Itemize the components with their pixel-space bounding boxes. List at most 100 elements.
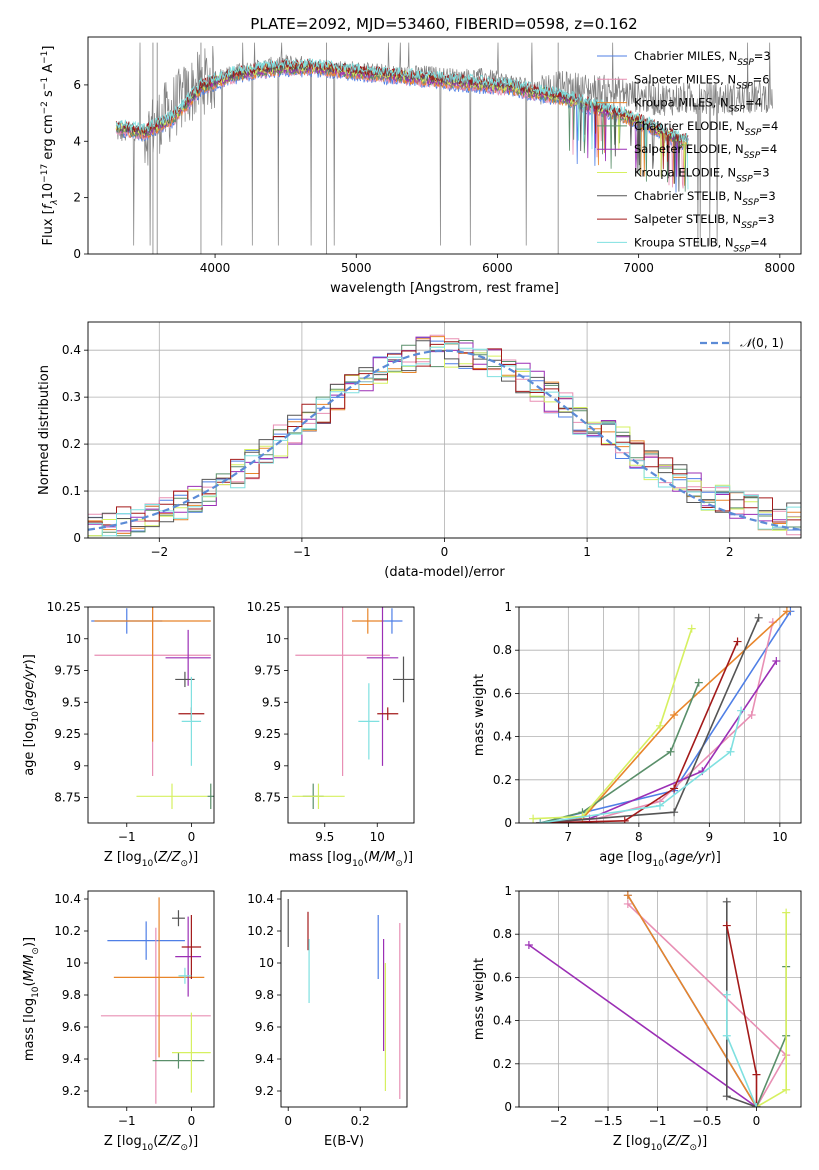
data-point bbox=[670, 808, 679, 817]
error-bar-point bbox=[107, 921, 185, 960]
ticks: 4000 5000 6000 7000 8000 0 2 4 6 bbox=[73, 78, 795, 275]
grid bbox=[519, 606, 801, 824]
error-bar-point bbox=[178, 967, 192, 984]
y-tick-label: 10.25 bbox=[247, 600, 281, 614]
cumulative-line bbox=[726, 925, 758, 1107]
x-tick-label: 5000 bbox=[341, 261, 372, 275]
ticks: −1 0 9.2 9.4 9.6 9.8 10 10.2 10.4 bbox=[54, 892, 195, 1128]
y-tick-label: 9.2 bbox=[62, 1084, 81, 1098]
cumulative-line bbox=[540, 617, 760, 823]
x-tick-label: 7 bbox=[565, 830, 573, 844]
y-tick-label: 9.4 bbox=[62, 1052, 81, 1066]
y-tick-label: 9.2 bbox=[255, 1084, 274, 1098]
axes-frame bbox=[87, 606, 215, 824]
cumulative-lines bbox=[529, 607, 795, 823]
y-tick-label: 8.75 bbox=[54, 791, 81, 805]
data-point bbox=[772, 657, 781, 665]
data-point bbox=[722, 897, 731, 906]
error-bar-point bbox=[366, 607, 399, 766]
age-vs-metallicity-panel: −1 0 8.75 9 9.25 9.5 9.75 10 10.25 Z [log10(Z/Z⊙)… bbox=[22, 600, 215, 869]
axes-frame bbox=[87, 321, 802, 539]
data-point bbox=[623, 891, 632, 900]
y-axis-label: mass [log10(M/M⊙)] bbox=[22, 937, 41, 1061]
data-point bbox=[733, 637, 742, 646]
cumulative-line bbox=[755, 966, 787, 1107]
cumulative-metallicity-panel: −2 −1.5 −1 −0.5 0 0 0.2 0.4 0.6 0.8 1 Z [log10(Z/Z⊙… bbox=[472, 884, 802, 1153]
x-tick-label: −2 bbox=[150, 545, 168, 559]
y-tick-label: 1 bbox=[504, 600, 512, 614]
error-bar-point bbox=[100, 927, 211, 1104]
data-point bbox=[782, 1085, 791, 1094]
y-tick-label: 9.75 bbox=[54, 664, 81, 678]
x-tick-label: 0.2 bbox=[351, 1114, 370, 1128]
y-tick-label: 0.3 bbox=[62, 390, 81, 404]
y-axis-label: Flux [fλ10−17 erg cm−2 s−1 A−1] bbox=[40, 46, 60, 246]
ticks: −1 0 8.75 9 9.25 9.5 9.75 10 10.25 bbox=[47, 600, 196, 844]
legend-label: Chabrier ELODIE, NSSP=4 bbox=[634, 119, 778, 138]
y-axis-label: Normed distribution bbox=[37, 365, 52, 495]
y-tick-label: 1 bbox=[504, 884, 512, 898]
data-point bbox=[737, 706, 746, 715]
normal-curve bbox=[88, 349, 801, 531]
x-tick-label: 0 bbox=[753, 1114, 761, 1128]
data-point bbox=[623, 899, 632, 908]
error-bars bbox=[292, 607, 414, 810]
data-point bbox=[656, 721, 664, 730]
data-point bbox=[687, 624, 696, 633]
y-tick-label: 10.4 bbox=[54, 892, 81, 906]
y-tick-label: 0 bbox=[504, 816, 512, 830]
legend-label: Chabrier MILES, NSSP=3 bbox=[634, 49, 771, 68]
y-axis-label: mass weight bbox=[472, 674, 487, 756]
x-tick-label: −1 bbox=[118, 830, 136, 844]
data-point bbox=[782, 908, 791, 917]
x-tick-label: −1 bbox=[649, 1114, 667, 1128]
axes-frame bbox=[518, 890, 802, 1108]
x-tick-label: 8 bbox=[635, 830, 643, 844]
cumulative-line bbox=[726, 901, 757, 1107]
mass-vs-metallicity-panel: −1 0 9.2 9.4 9.6 9.8 10 10.2 10.4 Z [log10(Z/Z⊙)]… bbox=[22, 890, 215, 1153]
y-tick-label: 9.4 bbox=[255, 1052, 274, 1066]
error-bar-point bbox=[181, 676, 202, 766]
axes-frame bbox=[87, 890, 215, 1108]
legend-label: Salpeter MILES, NSSP=6 bbox=[634, 72, 770, 91]
y-tick-label: 2 bbox=[73, 191, 81, 205]
x-axis-label: E(B-V) bbox=[324, 1134, 364, 1149]
data-point bbox=[656, 801, 664, 810]
y-tick-label: 10 bbox=[66, 632, 81, 646]
data-point bbox=[536, 819, 545, 823]
error-bar-point bbox=[295, 607, 390, 776]
axes-frame bbox=[287, 606, 415, 824]
figure-title: PLATE=2092, MJD=53460, FIBERID=0598, z=0… bbox=[250, 15, 637, 33]
error-bar-point bbox=[172, 910, 185, 927]
error-bar-point bbox=[165, 629, 211, 686]
data-point bbox=[782, 607, 791, 616]
data-point bbox=[666, 747, 675, 756]
y-tick-label: 0.2 bbox=[62, 437, 81, 451]
x-tick-label: 8000 bbox=[765, 261, 796, 275]
data-point bbox=[620, 816, 629, 823]
y-tick-label: 9.5 bbox=[262, 695, 281, 709]
legend-label: Chabrier STELIB, NSSP=3 bbox=[634, 189, 776, 208]
y-tick-label: 0.4 bbox=[493, 730, 512, 744]
y-tick-label: 9.5 bbox=[62, 695, 81, 709]
error-bars bbox=[100, 897, 211, 1104]
x-tick-label: 9.5 bbox=[315, 830, 334, 844]
cumulative-line bbox=[540, 641, 739, 823]
error-bar-point bbox=[175, 916, 202, 997]
spectrum-lines bbox=[115, 42, 773, 254]
data-point bbox=[722, 1092, 731, 1101]
x-tick-label: −0.5 bbox=[692, 1114, 721, 1128]
error-bar-point bbox=[136, 783, 208, 810]
data-point bbox=[752, 1070, 761, 1079]
x-tick-label: 2 bbox=[726, 545, 734, 559]
error-bar-point bbox=[381, 608, 403, 634]
y-tick-label: 0.1 bbox=[62, 484, 81, 498]
y-axis-label: age [log10(age/yr)] bbox=[22, 654, 41, 776]
axes-frame bbox=[87, 36, 802, 255]
histogram-lines bbox=[88, 334, 801, 537]
legend-label: Kroupa STELIB, NSSP=4 bbox=[634, 235, 767, 254]
y-tick-label: 0.6 bbox=[493, 970, 512, 984]
y-tick-label: 0.8 bbox=[493, 927, 512, 941]
x-axis-label: Z [log10(Z/Z⊙)] bbox=[104, 850, 198, 869]
y-tick-label: 9.25 bbox=[54, 727, 81, 741]
